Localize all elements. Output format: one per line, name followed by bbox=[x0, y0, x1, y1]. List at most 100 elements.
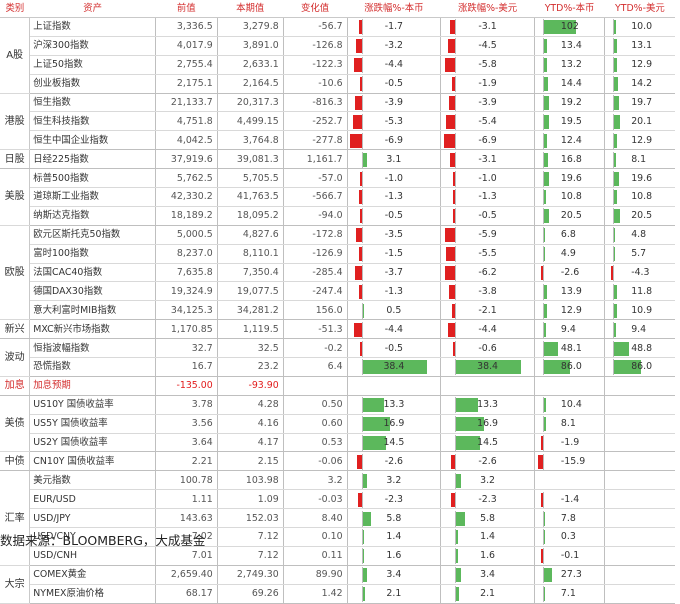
pct-local-bar-cell: 3.1 bbox=[346, 149, 441, 170]
cur-value: 1,119.5 bbox=[216, 319, 284, 340]
prev-value: 5,000.5 bbox=[154, 225, 218, 245]
header-ytd-local: YTD%-本币 bbox=[534, 0, 605, 18]
ytd-local-bar bbox=[542, 398, 547, 413]
prev-value: 34,125.3 bbox=[154, 300, 218, 321]
asset-name: 道琼斯工业指数 bbox=[29, 187, 156, 207]
cur-value: 39,081.3 bbox=[216, 149, 284, 170]
ytd-local-value: 10.8 bbox=[560, 191, 582, 203]
pct-usd-value: 13.3 bbox=[477, 399, 499, 411]
prev-value: 32.7 bbox=[154, 338, 218, 359]
pct-local-bar-cell: -1.0 bbox=[346, 168, 441, 189]
prev-value: 1,170.85 bbox=[154, 319, 218, 340]
pct-local-bar bbox=[355, 266, 362, 281]
pct-local-value: -5.3 bbox=[384, 115, 404, 127]
ytd-usd-bar bbox=[613, 228, 616, 243]
pct-usd-value: -4.4 bbox=[478, 323, 497, 335]
cur-value: 103.98 bbox=[216, 470, 284, 491]
pct-usd-bar bbox=[447, 39, 456, 54]
asset-name: 纳斯达克指数 bbox=[29, 206, 156, 226]
change-value: -126.8 bbox=[282, 36, 348, 56]
bar-axis bbox=[361, 283, 363, 300]
ytd-local-bar-cell: 13.9 bbox=[533, 281, 605, 302]
change-value: -277.8 bbox=[282, 130, 348, 151]
ytd-local-bar bbox=[542, 247, 545, 262]
change-value: 89.90 bbox=[282, 565, 348, 585]
ytd-usd-value: 12.9 bbox=[631, 134, 653, 146]
pct-local-bar bbox=[355, 228, 362, 243]
change-value: 8.40 bbox=[282, 508, 348, 529]
ytd-usd-value: 10.8 bbox=[631, 191, 653, 203]
pct-usd-bar bbox=[452, 77, 456, 92]
pct-local-bar bbox=[349, 133, 362, 148]
pct-usd-bar bbox=[455, 530, 458, 545]
pct-usd-value: 1.4 bbox=[480, 531, 496, 543]
ytd-local-bar bbox=[542, 284, 548, 299]
pct-local-bar-cell: -4.4 bbox=[346, 55, 441, 75]
pct-usd-value: 2.1 bbox=[480, 588, 496, 600]
pct-usd-bar-cell: -0.6 bbox=[440, 338, 535, 359]
table-row: 加息 加息预期 -135.00 -93.90 bbox=[0, 376, 675, 396]
bar-axis bbox=[455, 397, 457, 414]
ytd-local-bar bbox=[540, 492, 543, 507]
bar-axis bbox=[455, 38, 457, 55]
bar-axis bbox=[542, 57, 544, 74]
pct-usd-bar-cell: 3.4 bbox=[440, 565, 535, 585]
change-value: -126.9 bbox=[282, 244, 348, 264]
table-row: 上证50指数 2,755.4 2,633.1 -122.3 -4.4 -5.8 13.2 12… bbox=[0, 55, 675, 75]
bar-axis bbox=[613, 151, 615, 168]
pct-usd-bar bbox=[445, 228, 456, 243]
ytd-local-bar-cell: 19.6 bbox=[533, 168, 605, 189]
ytd-local-bar-cell: 9.4 bbox=[533, 319, 605, 340]
cur-value: 1.09 bbox=[216, 489, 284, 510]
pct-usd-bar bbox=[445, 247, 456, 262]
cur-value: 4,827.6 bbox=[216, 225, 284, 245]
ytd-usd-bar-cell bbox=[604, 546, 675, 566]
pct-local-value: -6.9 bbox=[384, 134, 404, 146]
pct-local-bar-cell: -1.3 bbox=[346, 281, 441, 302]
table-row: EUR/USD 1.11 1.09 -0.03 -2.3 -2.3 -1.4 bbox=[0, 489, 675, 510]
pct-local-bar bbox=[359, 209, 362, 224]
pct-usd-bar bbox=[450, 454, 456, 469]
asset-name: USD/CNH bbox=[29, 546, 156, 566]
ytd-local-bar-cell: 19.2 bbox=[533, 93, 605, 113]
category-cell: 波动 bbox=[0, 338, 31, 377]
pct-local-value: 38.4 bbox=[383, 361, 405, 373]
prev-value: -135.00 bbox=[154, 376, 218, 396]
pct-usd-value: -1.3 bbox=[478, 191, 497, 203]
change-value: 1.42 bbox=[282, 584, 348, 604]
pct-local-value: 3.1 bbox=[386, 153, 402, 165]
ytd-local-value: 7.8 bbox=[560, 512, 576, 524]
pct-local-bar bbox=[361, 511, 372, 526]
pct-usd-bar-cell: -3.8 bbox=[440, 281, 535, 302]
pct-local-value: -2.6 bbox=[384, 455, 404, 467]
bar-axis bbox=[613, 302, 615, 319]
bar-axis bbox=[613, 57, 615, 74]
ytd-local-bar-cell: -1.9 bbox=[533, 433, 605, 453]
prev-value: 4,017.9 bbox=[154, 36, 218, 56]
change-value: -172.8 bbox=[282, 225, 348, 245]
bar-axis bbox=[455, 189, 457, 206]
ytd-local-bar-cell: 86.0 bbox=[533, 357, 605, 377]
table-row: 沪深300指数 4,017.9 3,891.0 -126.8 -3.2 -4.5 13.4 1… bbox=[0, 36, 675, 56]
pct-usd-bar-cell: -1.0 bbox=[440, 168, 535, 189]
prev-value: 100.78 bbox=[154, 470, 218, 491]
pct-usd-value: -3.8 bbox=[478, 285, 497, 297]
ytd-local-value: -0.1 bbox=[560, 550, 580, 562]
pct-local-value: 3.2 bbox=[386, 474, 402, 486]
prev-value: 7.02 bbox=[154, 527, 218, 547]
pct-usd-bar bbox=[449, 20, 456, 35]
pct-usd-value: -1.0 bbox=[478, 172, 497, 184]
pct-local-bar-cell: 1.4 bbox=[346, 527, 441, 547]
ytd-usd-bar bbox=[613, 360, 641, 375]
ytd-usd-bar bbox=[613, 303, 617, 318]
bar-axis bbox=[542, 453, 544, 470]
ytd-local-value: 16.8 bbox=[560, 153, 582, 165]
pct-local-value: 16.9 bbox=[383, 418, 405, 430]
asset-name: 上证指数 bbox=[29, 17, 156, 37]
ytd-local-bar bbox=[542, 228, 546, 243]
cur-value: 2,164.5 bbox=[216, 74, 284, 94]
ytd-local-bar bbox=[542, 360, 571, 375]
bar-axis bbox=[542, 321, 544, 338]
pct-local-value: -3.7 bbox=[384, 267, 404, 279]
change-value: -247.4 bbox=[282, 281, 348, 302]
